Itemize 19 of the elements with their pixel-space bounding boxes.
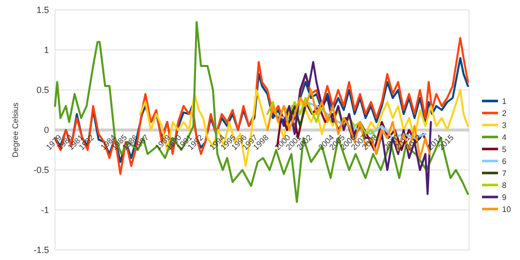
legend-label: 8 [502,180,507,190]
line-series [276,101,429,151]
y-tick-label: 1 [44,45,49,56]
y-tick-label: -0.5 [33,165,49,176]
legend-label: 6 [502,156,507,166]
y-tick-label: 0.5 [36,85,49,96]
legend-label: 1 [502,96,507,106]
y-axis-title: Degree Celsius [11,102,20,158]
legend-label: 7 [502,168,507,178]
y-tick-label: 1.5 [36,5,49,16]
legend-label: 10 [502,204,512,214]
y-tick-label: -1 [40,205,49,216]
y-tick-label: -1.5 [33,245,49,256]
legend-label: 9 [502,192,507,202]
legend-label: 2 [502,108,507,118]
legend-label: 5 [502,144,507,154]
legend-label: 4 [502,132,507,142]
y-tick-label: 0 [44,125,49,136]
legend-label: 3 [502,120,507,130]
